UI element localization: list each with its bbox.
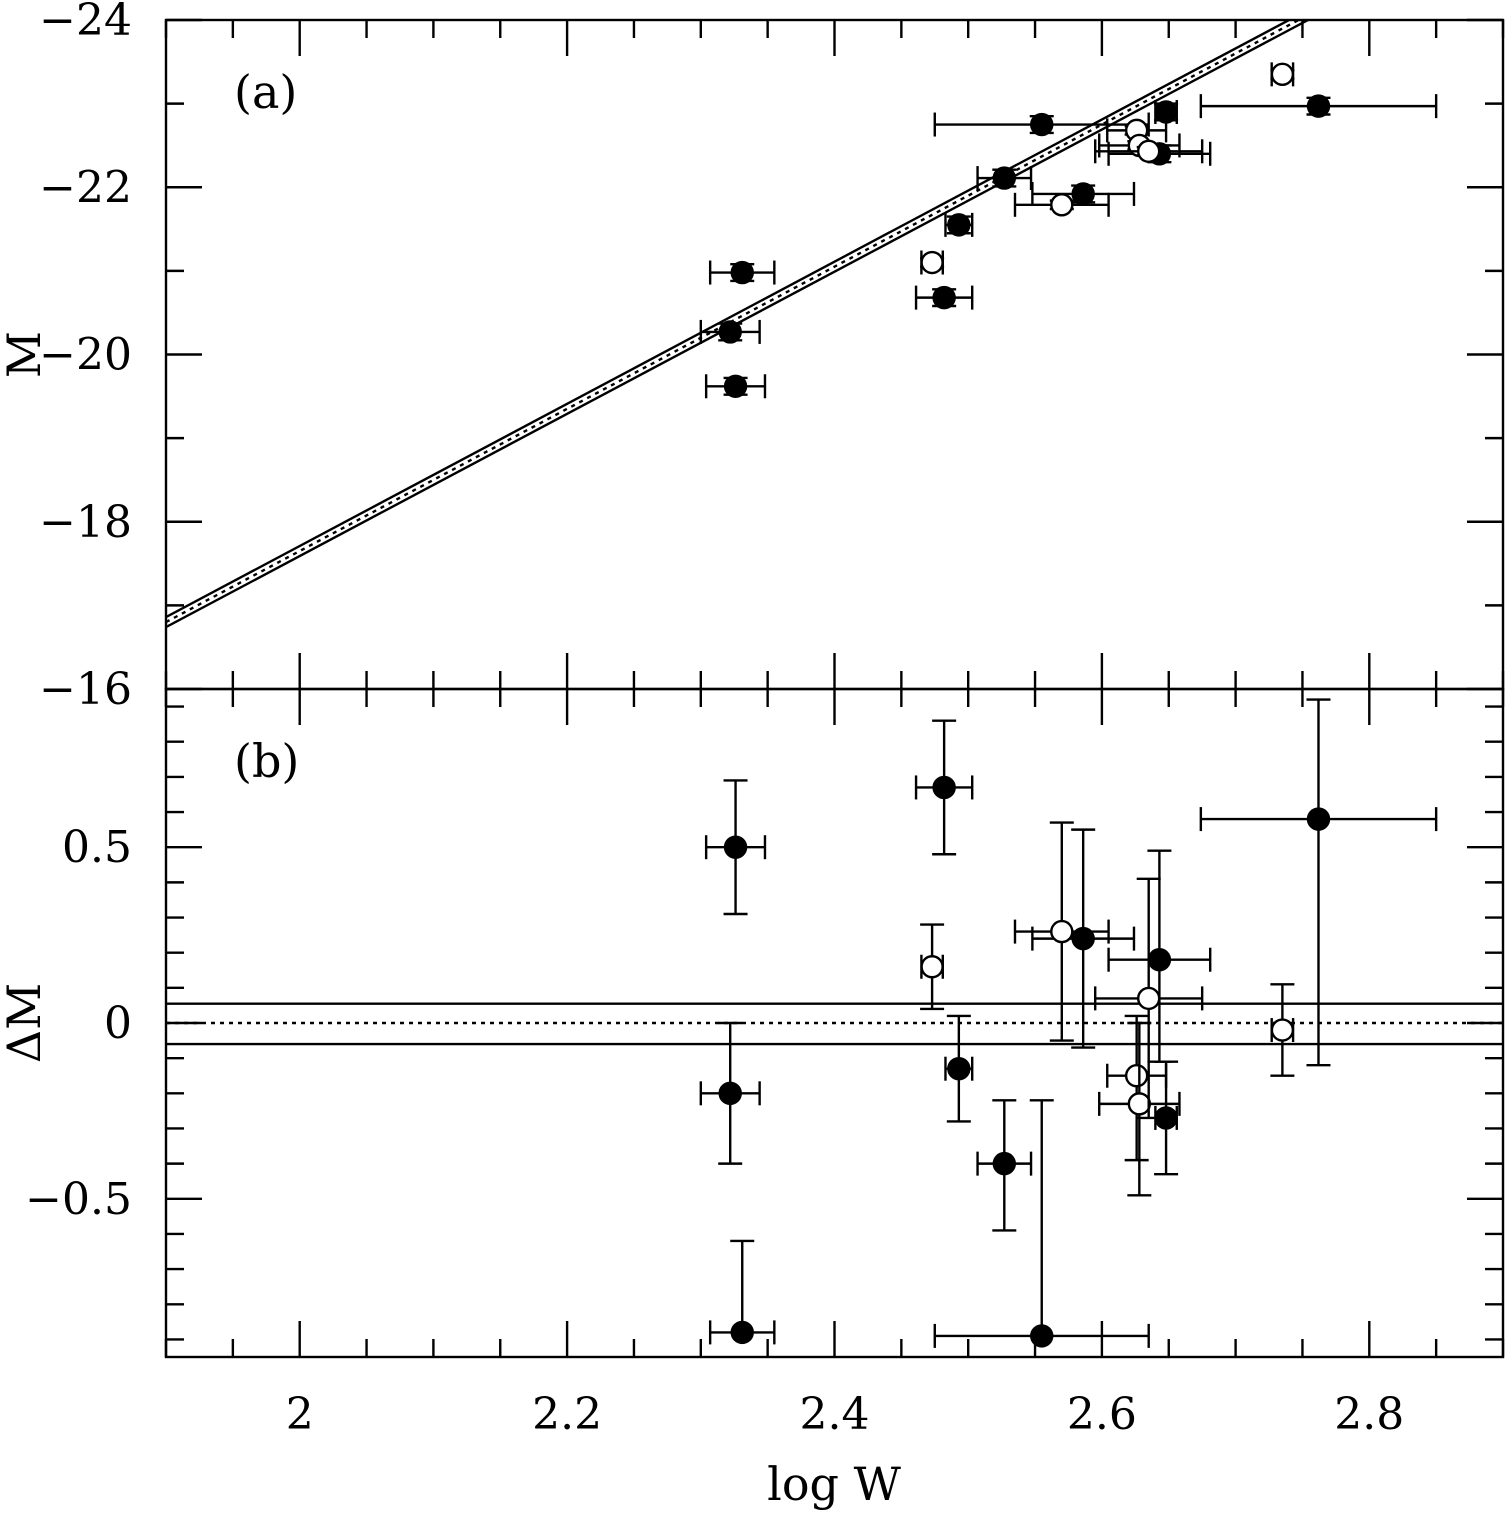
- filled-data-point: [947, 1057, 971, 1081]
- filled-data-point: [992, 166, 1016, 190]
- plot-frame: [164, 18, 1505, 691]
- fit-line-upper: [166, 20, 1311, 629]
- y-tick-label: −16: [39, 664, 132, 715]
- x-tick-label: 2: [286, 1389, 314, 1440]
- open-data-point: [1050, 919, 1074, 944]
- y-tick-label: 0: [104, 998, 132, 1049]
- panel-b: 0.5 0 −0.5 2 2.2 2.4 2.6 2.8 ΔM (b): [0, 687, 1505, 1440]
- filled-data-point: [723, 374, 748, 398]
- filled-data-point: [932, 285, 956, 310]
- y-tick-label: −0.5: [25, 1174, 132, 1225]
- plot-area: [166, 20, 1438, 629]
- plot-area: [166, 698, 1503, 1348]
- x-tick-label: 2.6: [1067, 1389, 1137, 1440]
- open-data-point: [1270, 62, 1295, 87]
- open-data-point: [1136, 139, 1161, 163]
- filled-data-point: [1147, 948, 1172, 972]
- open-data-point: [1127, 1092, 1152, 1116]
- filled-data-point: [1071, 182, 1095, 206]
- panel-a: −24 −22 −20 −18 −16 M (a): [0, 0, 1505, 715]
- y-tick-label: −20: [39, 330, 132, 381]
- filled-data-point: [992, 1151, 1016, 1176]
- filled-data-point: [1030, 1324, 1054, 1348]
- open-data-point: [1050, 193, 1074, 217]
- x-tick-label: 2.8: [1334, 1389, 1404, 1440]
- filled-data-point: [932, 775, 956, 800]
- filled-data-point: [1306, 94, 1331, 118]
- y-tick-label: −18: [39, 497, 132, 548]
- fit-line-lower: [166, 20, 1292, 619]
- filled-data-point: [718, 320, 742, 344]
- open-data-point: [1124, 1064, 1149, 1088]
- filled-data-point: [1306, 807, 1331, 831]
- panel-label: (a): [234, 65, 297, 119]
- y-tick-label: −22: [39, 162, 132, 213]
- panel-label: (b): [234, 734, 299, 788]
- filled-data-point: [730, 1320, 754, 1345]
- filled-data-point: [730, 260, 754, 285]
- fit-line-center: [166, 20, 1302, 624]
- x-axis-title: log W: [767, 1457, 901, 1511]
- y-tick-label: 0.5: [62, 822, 132, 873]
- filled-data-point: [947, 213, 971, 237]
- y-axis-title: ΔM: [0, 983, 51, 1063]
- y-axis-title: M: [0, 331, 51, 378]
- x-tick-label: 2.4: [800, 1389, 870, 1440]
- x-tick-label: 2.2: [532, 1389, 602, 1440]
- open-data-point: [1270, 1018, 1295, 1042]
- open-data-point: [920, 955, 944, 979]
- filled-data-point: [1030, 112, 1054, 137]
- filled-data-point: [718, 1081, 742, 1106]
- y-tick-label: −24: [39, 0, 132, 46]
- filled-data-point: [723, 835, 748, 859]
- open-data-point: [920, 250, 944, 275]
- filled-data-point: [1071, 926, 1095, 951]
- open-data-point: [1136, 986, 1161, 1011]
